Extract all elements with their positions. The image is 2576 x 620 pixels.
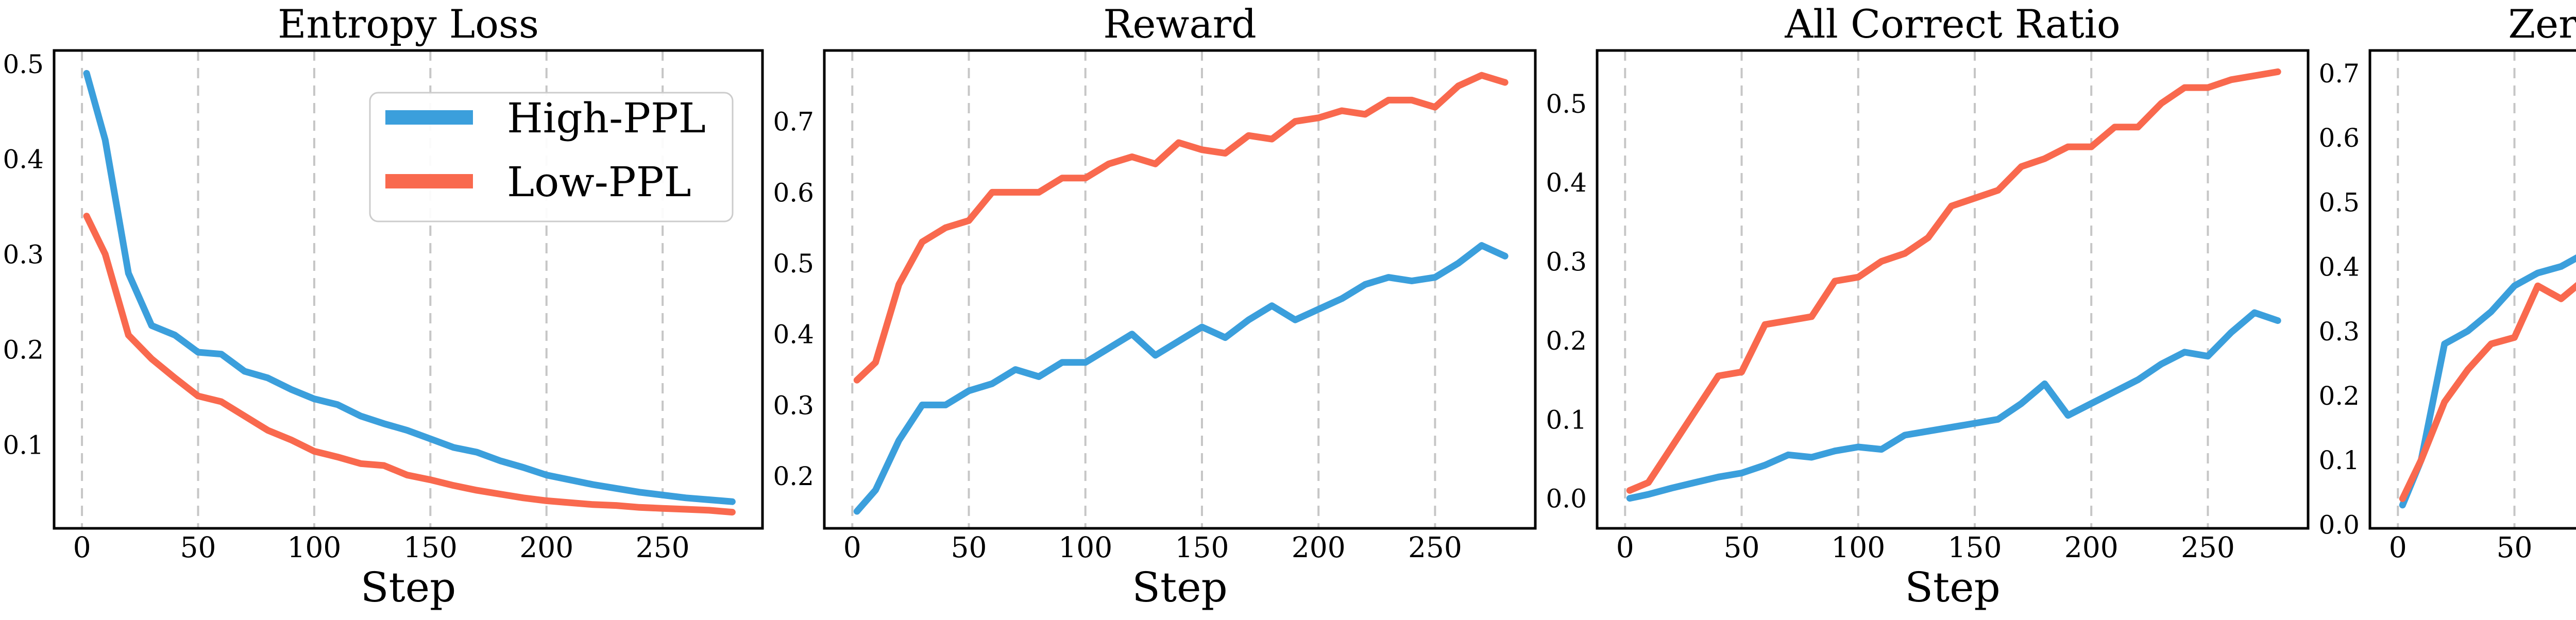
high-ppl-line — [853, 242, 1509, 515]
low-ppl-line — [853, 72, 1509, 384]
y-tick-label: 0.5 — [1546, 89, 1587, 119]
reward-plot: Reward 0.2 0.3 0.4 0.5 0.6 0.7 0 50 100 150 200 250 S… — [773, 1, 1537, 611]
high-ppl-line — [2399, 254, 2576, 509]
x-tick-label: 250 — [1408, 531, 1462, 564]
x-tick-label: 200 — [1292, 531, 1346, 564]
y-tick-label: 0.6 — [773, 178, 814, 208]
y-tick-label: 0.1 — [1546, 405, 1587, 435]
x-tick-label: 250 — [2181, 531, 2235, 564]
entropy-loss-chart: Entropy Loss 0.1 0.2 0.3 0.4 0.5 0 50 100 150 200 2… — [0, 0, 773, 618]
x-tick-label: 0 — [73, 531, 91, 564]
high-ppl-line — [83, 70, 736, 505]
step-axis-label: Step — [361, 563, 456, 611]
high-ppl-line — [1626, 309, 2281, 502]
reward-chart: Reward 0.2 0.3 0.4 0.5 0.6 0.7 0 50 100 150 200 250 S… — [773, 0, 1546, 618]
reward-title: Reward — [1103, 1, 1257, 47]
zero-advantage-ratio-chart: Zero Advantage Ratio 0.0 0.1 0.2 0.3 0.4 0.5 0.… — [2318, 0, 2576, 618]
axes-spines — [1596, 49, 2310, 530]
y-tick-label: 0.5 — [2318, 187, 2360, 217]
y-tick-label: 0.3 — [2318, 317, 2360, 347]
step-axis-label: Step — [1905, 563, 2001, 611]
x-tick-label: 0 — [843, 531, 861, 564]
low-ppl-line — [1626, 68, 2281, 494]
x-tick-label: 150 — [1175, 531, 1229, 564]
x-tick-label: 50 — [180, 531, 216, 564]
y-tick-label: 0.2 — [3, 335, 44, 365]
y-tick-label: 0.5 — [773, 249, 814, 279]
y-tick-label: 0.7 — [2318, 59, 2360, 89]
x-tick-label: 100 — [287, 531, 341, 564]
y-tick-label: 0.1 — [2318, 445, 2360, 475]
axes-spines — [823, 49, 1537, 530]
legend: High-PPL Low-PPL — [369, 92, 734, 222]
low-ppl-line — [83, 213, 736, 516]
legend-label-low-ppl: Low-PPL — [507, 158, 691, 206]
y-tick-label: 0.3 — [1546, 247, 1587, 277]
y-tick-label: 0.5 — [3, 49, 44, 79]
x-tick-label: 250 — [636, 531, 690, 564]
y-tick-label: 0.4 — [3, 145, 44, 175]
zero-advantage-ratio-plot: Zero Advantage Ratio 0.0 0.1 0.2 0.3 0.4 0.5 0.… — [2318, 1, 2576, 564]
y-tick-label: 0.2 — [1546, 326, 1587, 356]
x-tick-label: 50 — [1724, 531, 1760, 564]
y-tick-label: 0.4 — [773, 320, 814, 350]
x-tick-label: 100 — [1831, 531, 1885, 564]
y-tick-label: 0.0 — [2318, 510, 2360, 540]
y-tick-label: 0.7 — [773, 107, 814, 137]
entropy-loss-title: Entropy Loss — [278, 1, 539, 47]
y-tick-label: 0.3 — [3, 240, 44, 270]
y-tick-label: 0.2 — [773, 461, 814, 491]
entropy-loss-plot: Entropy Loss 0.1 0.2 0.3 0.4 0.5 0 50 100 150 200 2… — [3, 1, 764, 611]
x-tick-label: 100 — [1058, 531, 1112, 564]
legend-box — [369, 92, 734, 222]
gridlines — [1624, 50, 2209, 528]
x-tick-label: 0 — [1616, 531, 1634, 564]
axes-spines — [2368, 49, 2576, 530]
x-tick-label: 200 — [2064, 531, 2119, 564]
all-correct-ratio-title: All Correct Ratio — [1784, 1, 2120, 47]
step-axis-label: Step — [1132, 563, 1228, 611]
all-correct-ratio-chart: All Correct Ratio 0.0 0.1 0.2 0.3 0.4 0.5 0 50 10… — [1546, 0, 2318, 618]
x-tick-label: 150 — [403, 531, 457, 564]
y-tick-label: 0.4 — [2318, 252, 2360, 282]
y-tick-label: 0.4 — [1546, 168, 1587, 198]
legend-label-high-ppl: High-PPL — [507, 94, 706, 142]
y-tick-label: 0.6 — [2318, 123, 2360, 153]
gridlines — [851, 50, 1436, 528]
x-tick-label: 50 — [951, 531, 987, 564]
x-tick-label: 0 — [2389, 531, 2407, 564]
y-tick-label: 0.1 — [3, 430, 44, 460]
all-correct-ratio-plot: All Correct Ratio 0.0 0.1 0.2 0.3 0.4 0.5 0 50 10… — [1546, 1, 2310, 611]
x-tick-label: 50 — [2497, 531, 2533, 564]
x-tick-label: 200 — [519, 531, 573, 564]
y-tick-label: 0.3 — [773, 390, 814, 420]
low-ppl-line — [2399, 282, 2576, 502]
y-tick-label: 0.2 — [2318, 381, 2360, 411]
x-tick-label: 150 — [1947, 531, 2002, 564]
gridlines — [2397, 50, 2516, 528]
y-tick-label: 0.0 — [1546, 484, 1587, 514]
axes-spines — [53, 49, 764, 530]
zero-advantage-ratio-title: Zero Advantage Ratio — [2508, 1, 2576, 47]
